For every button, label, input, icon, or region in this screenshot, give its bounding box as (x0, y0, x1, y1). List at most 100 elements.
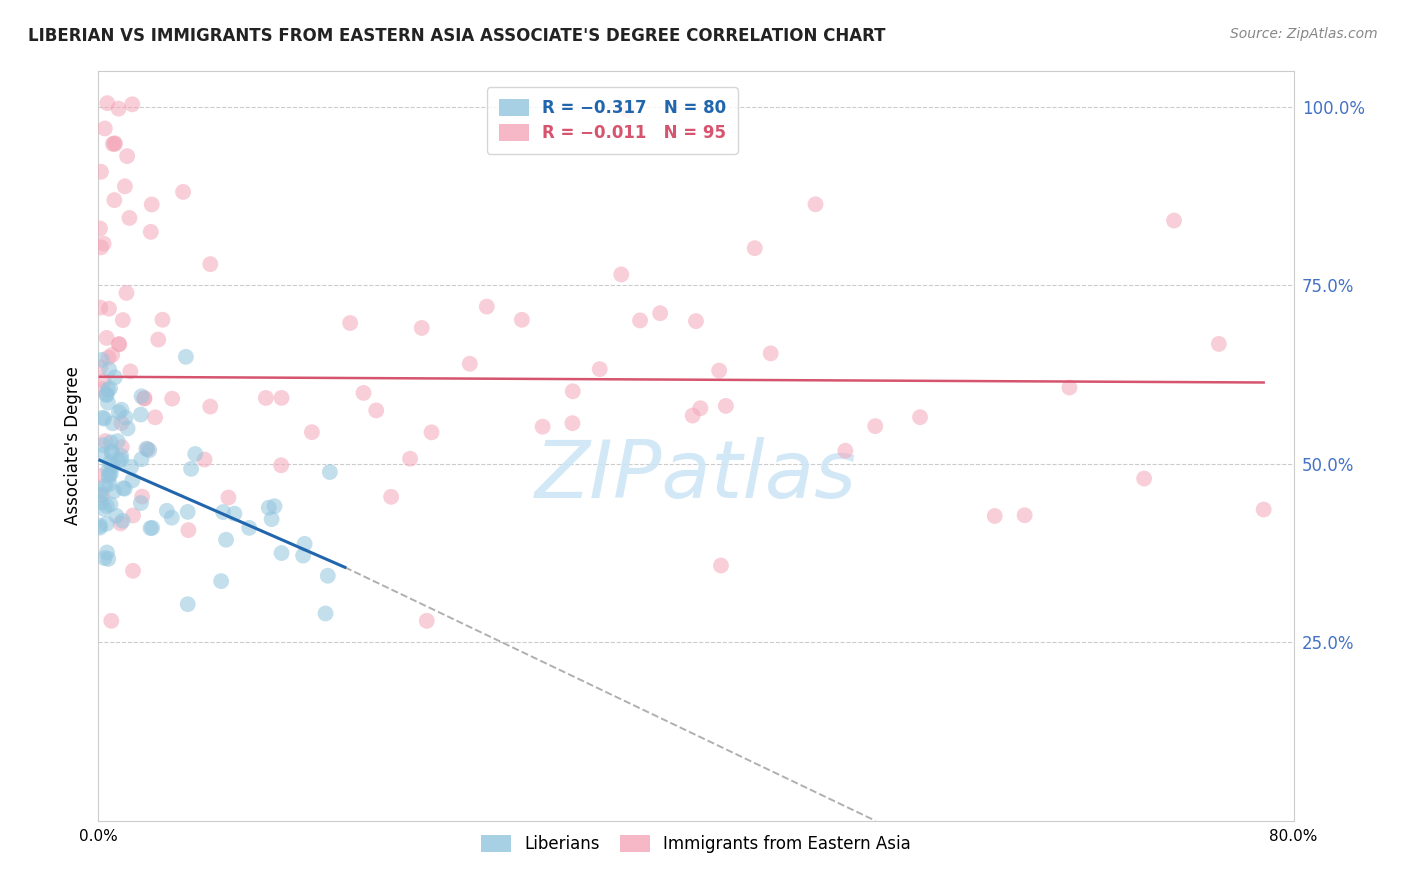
Point (98, 301, 121, 316)
Point (98, 467, 121, 481)
Point (96, 499, 118, 513)
Point (89, 484, 111, 499)
Point (238, 521, 260, 535)
Point (134, 392, 156, 406)
Point (105, 508, 128, 523)
Point (89, 221, 111, 235)
Point (200, 400, 222, 414)
Point (184, 447, 207, 461)
Point (1014, 508, 1036, 523)
Point (984, 508, 1007, 523)
Point (90, 165, 112, 179)
Point (136, 442, 159, 457)
Point (709, 363, 731, 377)
Point (97, 383, 120, 397)
Point (97, 552, 120, 566)
Point (301, 425, 323, 439)
Point (177, 597, 200, 611)
Point (111, 440, 134, 454)
Point (122, 508, 145, 523)
Point (380, 490, 402, 504)
Point (96, 331, 118, 345)
Point (319, 465, 342, 479)
Point (96, 388, 118, 402)
Point (100, 614, 122, 628)
Point (131, 490, 153, 504)
Point (110, 516, 132, 531)
Point (114, 410, 136, 425)
Point (177, 523, 200, 537)
Point (270, 391, 292, 405)
Point (616, 103, 638, 117)
Point (160, 510, 183, 524)
Point (98, 381, 121, 395)
Point (100, 446, 122, 460)
Point (108, 337, 131, 351)
Point (114, 179, 136, 194)
Point (209, 574, 232, 588)
Point (89, 301, 111, 315)
Point (294, 537, 316, 551)
Point (93, 374, 115, 388)
Point (89, 521, 111, 535)
Point (96, 387, 118, 401)
Point (90, 240, 112, 254)
Point (1133, 471, 1156, 485)
Point (98, 477, 121, 491)
Point (650, 306, 672, 320)
Point (475, 300, 498, 314)
Point (107, 434, 129, 449)
Point (94, 121, 117, 136)
Point (714, 399, 737, 413)
Point (110, 449, 132, 463)
Point (510, 313, 533, 327)
Point (139, 225, 162, 239)
Point (91, 410, 114, 425)
Point (110, 402, 132, 417)
Point (131, 452, 153, 467)
Point (107, 337, 129, 351)
Point (212, 505, 235, 519)
Point (139, 521, 162, 535)
Point (101, 348, 124, 362)
Point (315, 607, 337, 621)
Point (174, 350, 197, 364)
Point (114, 482, 136, 496)
Point (1163, 213, 1185, 227)
Point (143, 410, 166, 425)
Y-axis label: Associate's Degree: Associate's Degree (65, 367, 83, 525)
Point (120, 364, 142, 378)
Point (129, 408, 152, 422)
Point (110, 452, 132, 467)
Point (122, 564, 145, 578)
Point (93, 236, 115, 251)
Point (366, 403, 388, 417)
Point (89, 488, 111, 502)
Point (152, 312, 174, 326)
Point (177, 505, 200, 519)
Point (131, 389, 153, 403)
Point (561, 384, 583, 399)
Point (96, 545, 118, 559)
Point (103, 193, 125, 207)
Point (292, 549, 315, 563)
Point (91, 448, 114, 462)
Point (121, 97, 143, 112)
Point (110, 416, 132, 430)
Text: LIBERIAN VS IMMIGRANTS FROM EASTERN ASIA ASSOCIATE'S DEGREE CORRELATION CHART: LIBERIAN VS IMMIGRANTS FROM EASTERN ASIA… (28, 27, 886, 45)
Point (610, 268, 633, 282)
Point (172, 185, 194, 199)
Point (744, 241, 766, 255)
Point (97, 351, 120, 365)
Point (531, 419, 554, 434)
Point (254, 391, 277, 405)
Text: Source: ZipAtlas.com: Source: ZipAtlas.com (1230, 27, 1378, 41)
Point (710, 558, 733, 573)
Point (93, 501, 115, 516)
Point (107, 405, 129, 419)
Point (117, 421, 139, 435)
Point (316, 568, 339, 582)
Point (685, 314, 707, 328)
Point (834, 443, 856, 458)
Point (353, 385, 375, 400)
